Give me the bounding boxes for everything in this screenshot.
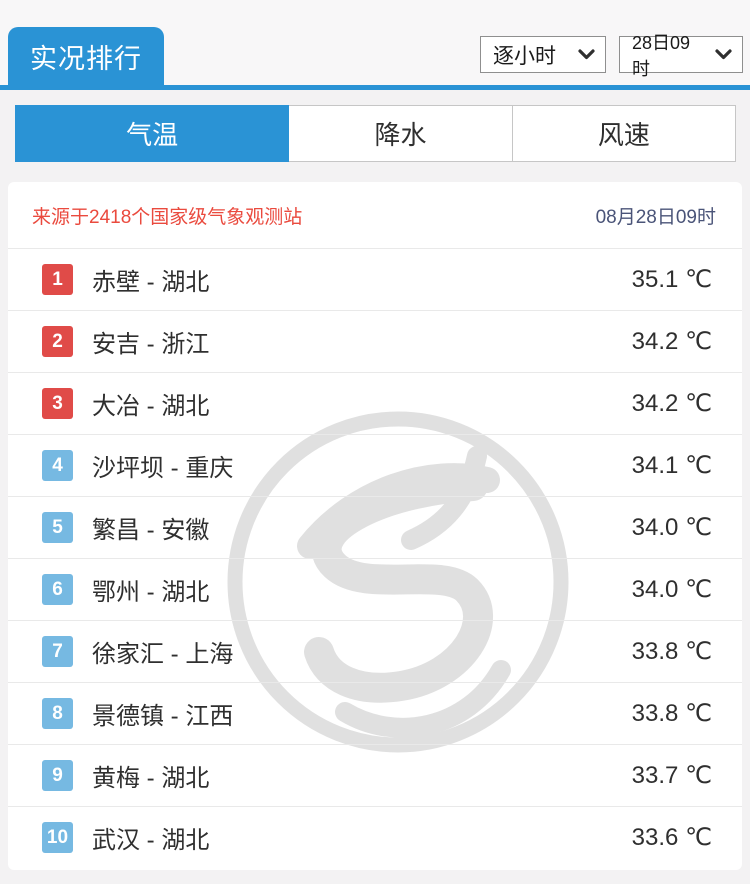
station-name: 赤壁 - 湖北	[92, 269, 210, 296]
tab-precipitation-label: 降水	[374, 120, 427, 150]
interval-select-value: 逐小时	[493, 44, 556, 68]
rank-badge: 4	[42, 450, 73, 481]
ranking-card: 来源于2418个国家级气象观测站 08月28日09时 1 赤壁 - 湖北 35.…	[8, 182, 742, 870]
temperature-value: 34.2 ℃	[631, 390, 712, 417]
temperature-value: 34.0 ℃	[631, 576, 712, 603]
tab-wind-speed-label: 风速	[597, 120, 650, 150]
tab-precipitation[interactable]: 降水	[289, 106, 513, 161]
rank-badge: 10	[42, 822, 73, 853]
category-tabs: 气温 降水 风速	[15, 105, 736, 162]
temperature-value: 33.7 ℃	[631, 762, 712, 789]
ranking-row[interactable]: 1 赤壁 - 湖北 35.1 ℃	[8, 248, 742, 310]
station-name: 鄂州 - 湖北	[92, 579, 210, 606]
rank-badge: 8	[42, 698, 73, 729]
station-name: 徐家汇 - 上海	[92, 641, 234, 668]
time-select-value: 28日09时	[632, 32, 691, 79]
rank-badge: 9	[42, 760, 73, 791]
rank-badge: 3	[42, 388, 73, 419]
rank-badge: 1	[42, 264, 73, 295]
station-name: 沙坪坝 - 重庆	[92, 455, 234, 482]
ranking-row[interactable]: 8 景德镇 - 江西 33.8 ℃	[8, 682, 742, 744]
temperature-value: 33.8 ℃	[631, 700, 712, 727]
ranking-row[interactable]: 2 安吉 - 浙江 34.2 ℃	[8, 310, 742, 372]
temperature-value: 33.8 ℃	[631, 638, 712, 665]
rank-badge: 2	[42, 326, 73, 357]
temperature-value: 33.6 ℃	[631, 824, 712, 851]
tab-live-ranking[interactable]: 实况排行	[8, 27, 164, 86]
chevron-down-icon	[578, 49, 595, 60]
accent-divider	[0, 85, 750, 90]
station-name: 景德镇 - 江西	[92, 703, 234, 730]
temperature-value: 34.2 ℃	[631, 328, 712, 355]
header-controls: 逐小时 28日09时	[480, 33, 743, 79]
ranking-row[interactable]: 5 繁昌 - 安徽 34.0 ℃	[8, 496, 742, 558]
data-source-note: 来源于2418个国家级气象观测站	[32, 206, 303, 228]
ranking-row[interactable]: 6 鄂州 - 湖北 34.0 ℃	[8, 558, 742, 620]
ranking-row[interactable]: 10 武汉 - 湖北 33.6 ℃	[8, 806, 742, 868]
time-select[interactable]: 28日09时	[619, 33, 743, 79]
station-name: 繁昌 - 安徽	[92, 517, 210, 544]
observation-time: 08月28日09时	[595, 206, 716, 228]
temperature-value: 34.1 ℃	[631, 452, 712, 479]
station-name: 武汉 - 湖北	[92, 827, 210, 854]
info-row: 来源于2418个国家级气象观测站 08月28日09时	[8, 182, 742, 248]
tab-wind-speed[interactable]: 风速	[513, 106, 735, 161]
rank-badge: 5	[42, 512, 73, 543]
ranking-row[interactable]: 9 黄梅 - 湖北 33.7 ℃	[8, 744, 742, 806]
temperature-value: 35.1 ℃	[631, 266, 712, 293]
chevron-down-icon	[715, 49, 732, 60]
header: 实况排行 逐小时 28日09时	[0, 0, 750, 90]
rank-badge: 6	[42, 574, 73, 605]
station-name: 黄梅 - 湖北	[92, 765, 210, 792]
tab-temperature[interactable]: 气温	[15, 105, 290, 162]
temperature-value: 34.0 ℃	[631, 514, 712, 541]
tab-temperature-label: 气温	[126, 120, 179, 150]
station-name: 大冶 - 湖北	[92, 393, 210, 420]
ranking-row[interactable]: 7 徐家汇 - 上海 33.8 ℃	[8, 620, 742, 682]
ranking-list: 1 赤壁 - 湖北 35.1 ℃ 2 安吉 - 浙江 34.2 ℃ 3 大冶 -…	[8, 248, 742, 868]
interval-select[interactable]: 逐小时	[480, 36, 606, 73]
rank-badge: 7	[42, 636, 73, 667]
ranking-row[interactable]: 3 大冶 - 湖北 34.2 ℃	[8, 372, 742, 434]
station-name: 安吉 - 浙江	[92, 331, 210, 358]
page-title: 实况排行	[30, 44, 142, 74]
ranking-row[interactable]: 4 沙坪坝 - 重庆 34.1 ℃	[8, 434, 742, 496]
